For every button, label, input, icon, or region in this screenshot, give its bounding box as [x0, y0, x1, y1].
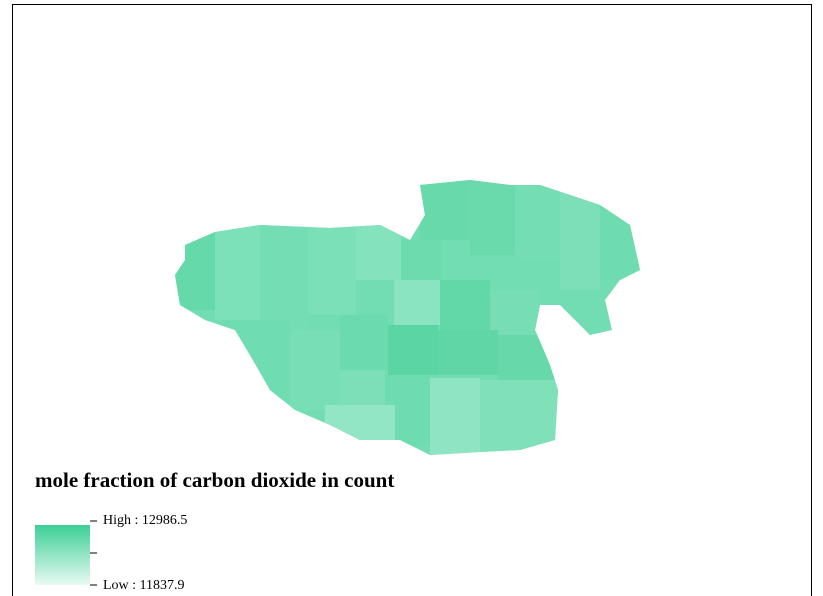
- legend-title: mole fraction of carbon dioxide in count: [35, 468, 394, 492]
- legend-low-label: Low : 11837.9: [103, 578, 185, 593]
- legend-high-label: High : 12986.5: [103, 513, 187, 528]
- legend-color-ramp: [35, 525, 90, 585]
